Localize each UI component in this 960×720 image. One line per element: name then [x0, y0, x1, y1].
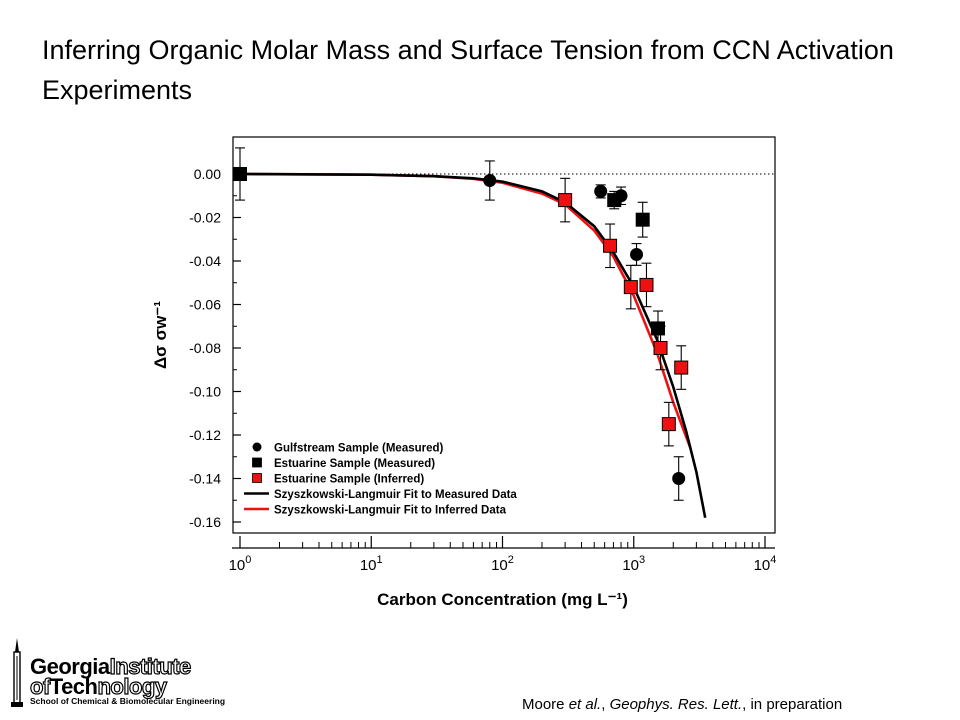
data-point-estuarine-inferred — [558, 193, 573, 208]
fit-line-measured — [239, 172, 707, 518]
x-axis-title: Carbon Concentration (mg L⁻¹) — [377, 590, 628, 609]
legend-marker — [252, 473, 262, 483]
y-tick-label: -0.02 — [189, 210, 221, 226]
y-tick-label: -0.10 — [189, 384, 221, 400]
legend-marker — [252, 457, 262, 468]
y-tick-label: -0.16 — [189, 514, 221, 530]
logo-nology: nology — [97, 674, 168, 699]
tech-tower-icon — [11, 638, 23, 707]
logo-school: School of Chemical & Biomolecular Engine… — [30, 696, 226, 706]
citation-sep2: , in preparation — [742, 696, 843, 713]
y-axis-title: Δσ σw⁻¹ — [151, 301, 170, 369]
georgia-tech-logo: GeorgiaInstitute ofTechnology School of … — [8, 636, 225, 712]
legend-label: Estuarine Sample (Measured) — [274, 458, 435, 470]
data-point-estuarine-inferred — [603, 238, 618, 253]
y-tick-label: -0.08 — [189, 340, 221, 356]
data-point-estuarine-inferred — [653, 341, 668, 355]
x-tick-label: 103 — [622, 554, 645, 574]
logo-georgia: Georgia — [30, 654, 110, 679]
y-tick-label: -0.06 — [189, 297, 221, 313]
data-point-gulfstream — [483, 174, 497, 188]
citation-journal: Geophys. Res. Lett. — [609, 696, 743, 713]
data-point-estuarine-measured — [607, 193, 622, 208]
data-point-gulfstream — [672, 472, 686, 485]
logo-line-1: GeorgiaInstitute — [30, 654, 192, 679]
logo-of: of — [29, 674, 50, 699]
logo-tech: Tech — [49, 674, 98, 699]
data-point-estuarine-measured — [233, 167, 247, 181]
y-tick-label: -0.04 — [189, 253, 221, 269]
data-point-estuarine-inferred — [623, 280, 638, 295]
data-point-estuarine-inferred — [674, 360, 689, 375]
data-point-gulfstream — [594, 184, 608, 198]
x-tick-label: 100 — [229, 554, 252, 574]
data-point-estuarine-measured — [650, 321, 665, 336]
legend-label: Szyszkowski-Langmuir Fit to Inferred Dat… — [274, 505, 507, 517]
x-tick-label: 101 — [360, 554, 383, 574]
citation-etal: et al. — [568, 696, 602, 713]
legend-label: Gulfstream Sample (Measured) — [274, 443, 444, 455]
citation: Moore et al., Geophys. Res. Lett., in pr… — [522, 696, 842, 713]
data-point-gulfstream — [630, 247, 644, 261]
y-tick-label: -0.14 — [189, 471, 221, 487]
y-tick-label: 0.00 — [194, 166, 221, 182]
data-point-estuarine-inferred — [639, 277, 654, 292]
legend-label: Szyszkowski-Langmuir Fit to Measured Dat… — [274, 489, 517, 501]
data-point-estuarine-inferred — [661, 417, 676, 432]
logo-line-2: ofTechnology — [29, 674, 168, 699]
fit-line-inferred — [239, 172, 692, 449]
citation-author: Moore — [522, 696, 569, 713]
legend-label: Estuarine Sample (Inferred) — [274, 474, 424, 486]
x-tick-label: 102 — [491, 554, 514, 574]
plot-frame — [232, 136, 776, 534]
citation-sep1: , — [601, 696, 610, 713]
slide-title: Inferring Organic Molar Mass and Surface… — [42, 35, 894, 105]
legend-marker — [252, 442, 262, 452]
logo-institute: Institute — [109, 654, 192, 679]
y-tick-label: -0.12 — [189, 427, 221, 443]
x-tick-label: 104 — [754, 554, 777, 574]
data-point-estuarine-measured — [635, 212, 650, 227]
